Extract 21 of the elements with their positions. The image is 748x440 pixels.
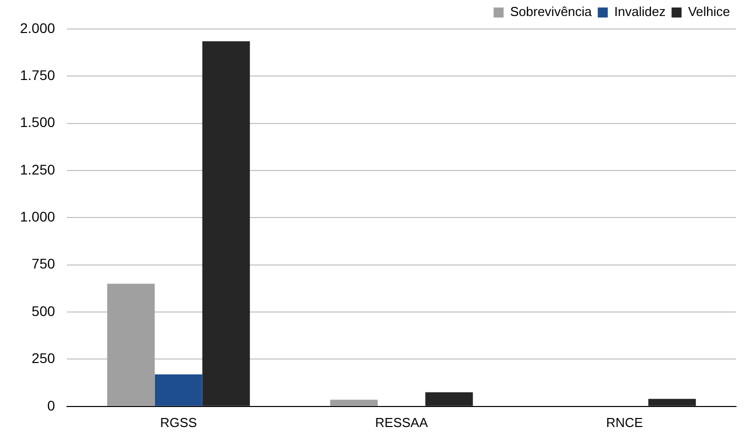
y-tick-label: 1.250 — [20, 161, 56, 178]
legend-label: Sobrevivência — [510, 4, 593, 20]
bar — [648, 398, 696, 406]
y-tick-label: 750 — [32, 256, 56, 272]
legend-label: Invalidez — [614, 4, 666, 20]
y-tick-label: 500 — [32, 302, 56, 319]
legend-label: Velhice — [688, 4, 730, 20]
bar — [202, 41, 250, 406]
x-tick-label: RESSAA — [375, 414, 428, 430]
bar — [425, 392, 473, 406]
y-tick-label: 1.750 — [20, 67, 56, 84]
x-tick-label: RGSS — [160, 414, 198, 430]
bar — [107, 284, 155, 406]
x-tick-label: RNCE — [606, 414, 644, 430]
bar — [330, 400, 378, 406]
y-tick-label: 0 — [47, 397, 56, 414]
y-tick-label: 1.000 — [20, 208, 56, 225]
y-tick-label: 1.500 — [20, 114, 56, 130]
y-tick-label: 2.000 — [20, 20, 56, 36]
bar — [154, 374, 202, 406]
y-tick-label: 250 — [32, 350, 56, 366]
